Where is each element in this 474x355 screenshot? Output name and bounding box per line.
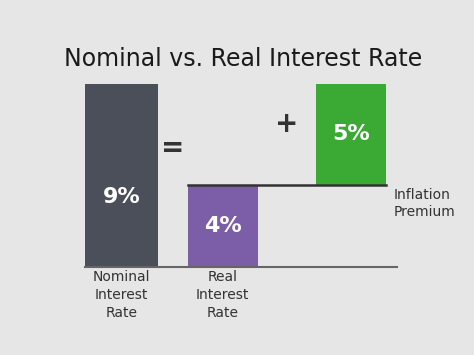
Text: Real
Interest
Rate: Real Interest Rate — [196, 270, 249, 320]
Text: 4%: 4% — [204, 216, 242, 236]
Bar — [85, 84, 158, 267]
Bar — [317, 84, 386, 185]
Text: Nominal
Interest
Rate: Nominal Interest Rate — [93, 270, 150, 320]
Text: Inflation
Premium: Inflation Premium — [393, 187, 456, 219]
Text: 5%: 5% — [332, 125, 370, 144]
Text: 9%: 9% — [103, 187, 141, 207]
Text: =: = — [162, 134, 185, 162]
Text: Nominal vs. Real Interest Rate: Nominal vs. Real Interest Rate — [64, 47, 422, 71]
Text: +: + — [275, 110, 299, 138]
Bar — [188, 185, 258, 267]
